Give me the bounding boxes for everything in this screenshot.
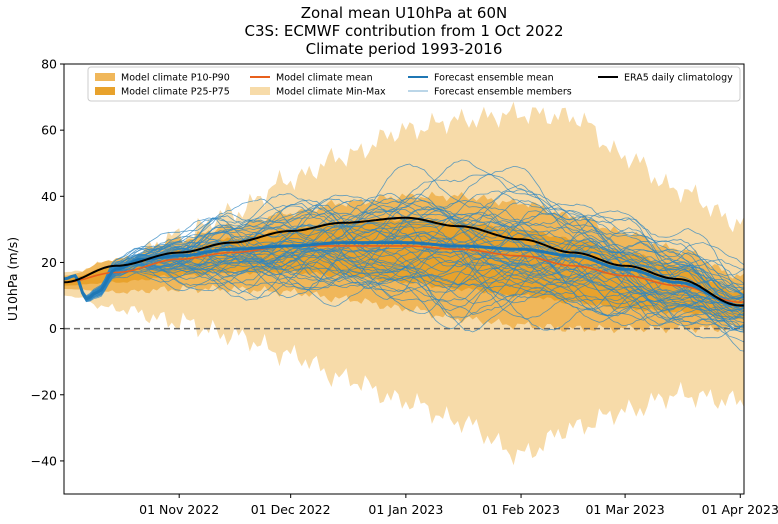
ensemble-member-line [64, 239, 744, 327]
ensemble-member-line [64, 213, 744, 304]
legend-item: Model climate Min-Max [250, 87, 386, 98]
legend-swatch [250, 87, 270, 95]
y-tick-label: −20 [31, 387, 57, 402]
ensemble-member-line [64, 202, 744, 329]
legend-item: Model climate mean [250, 73, 373, 84]
ensemble-mean-line [64, 241, 744, 307]
ensemble-member-line [64, 183, 744, 301]
summary-lines [64, 216, 744, 307]
legend: Model climate P10-P90 Model climate P25-P… [87, 66, 741, 102]
x-tick-label: 01 Apr 2023 [702, 502, 778, 517]
ensemble-member-line [64, 174, 744, 301]
legend-label: Model climate P10-P90 [121, 73, 230, 84]
legend-item: Model climate P25-P75 [95, 87, 230, 98]
ensemble-member-line [64, 211, 744, 312]
legend-label: Forecast ensemble mean [434, 73, 554, 84]
legend-swatch [95, 87, 115, 95]
ensemble-member-line [64, 240, 744, 332]
ensemble-member-line [64, 199, 744, 300]
ensemble-member-line [64, 200, 744, 300]
legend-label: Model climate Min-Max [276, 87, 386, 98]
legend-label: Forecast ensemble members [434, 87, 572, 98]
y-tick-label: 40 [41, 189, 57, 204]
x-axis: 01 Nov 2022 01 Dec 2022 01 Jan 2023 01 Feb … [139, 494, 778, 517]
ensemble-member-line [64, 255, 744, 330]
plot-frame [63, 63, 745, 495]
ensemble-member-line [64, 165, 744, 300]
ensemble-members [64, 159, 744, 352]
legend-item: ERA5 daily climatology [598, 73, 733, 84]
x-tick-label: 01 Nov 2022 [139, 502, 219, 517]
legend-label: Model climate mean [276, 73, 373, 84]
y-tick-label: 20 [41, 255, 57, 270]
chart-subtitle: C3S: ECMWF contribution from 1 Oct 2022 [244, 22, 563, 40]
x-tick-label: 01 Jan 2023 [368, 502, 443, 517]
y-axis-label: U10hPa (m/s) [5, 237, 20, 321]
legend-label: Model climate P25-P75 [121, 87, 230, 98]
y-axis: −40 −20 0 20 40 60 80 [31, 57, 64, 468]
era5-climatology-line [64, 216, 744, 307]
ensemble-member-line [64, 163, 744, 298]
y-tick-label: 0 [49, 321, 57, 336]
ensemble-member-line [64, 247, 744, 343]
ensemble-member-line [64, 242, 744, 321]
ensemble-member-line [64, 208, 744, 303]
y-tick-label: −40 [31, 453, 57, 468]
ensemble-member-line [64, 192, 744, 299]
legend-swatch [95, 73, 115, 81]
legend-label: ERA5 daily climatology [624, 73, 733, 84]
x-tick-label: 01 Feb 2023 [482, 502, 560, 517]
legend-item: Forecast ensemble members [408, 87, 572, 98]
y-tick-label: 80 [41, 57, 57, 72]
chart-title: Zonal mean U10hPa at 60N [301, 4, 507, 22]
legend-item: Model climate P10-P90 [95, 73, 230, 84]
y-tick-label: 60 [41, 123, 57, 138]
x-tick-label: 01 Dec 2022 [251, 502, 331, 517]
ensemble-member-line [64, 221, 744, 307]
climate-mean-line [64, 245, 744, 303]
ensemble-member-line [64, 250, 744, 339]
ensemble-member-line [64, 249, 744, 352]
plot-layers [64, 101, 744, 466]
legend-item: Forecast ensemble mean [408, 73, 554, 84]
x-tick-label: 01 Mar 2023 [585, 502, 664, 517]
chart-climate-period: Climate period 1993-2016 [306, 40, 503, 58]
